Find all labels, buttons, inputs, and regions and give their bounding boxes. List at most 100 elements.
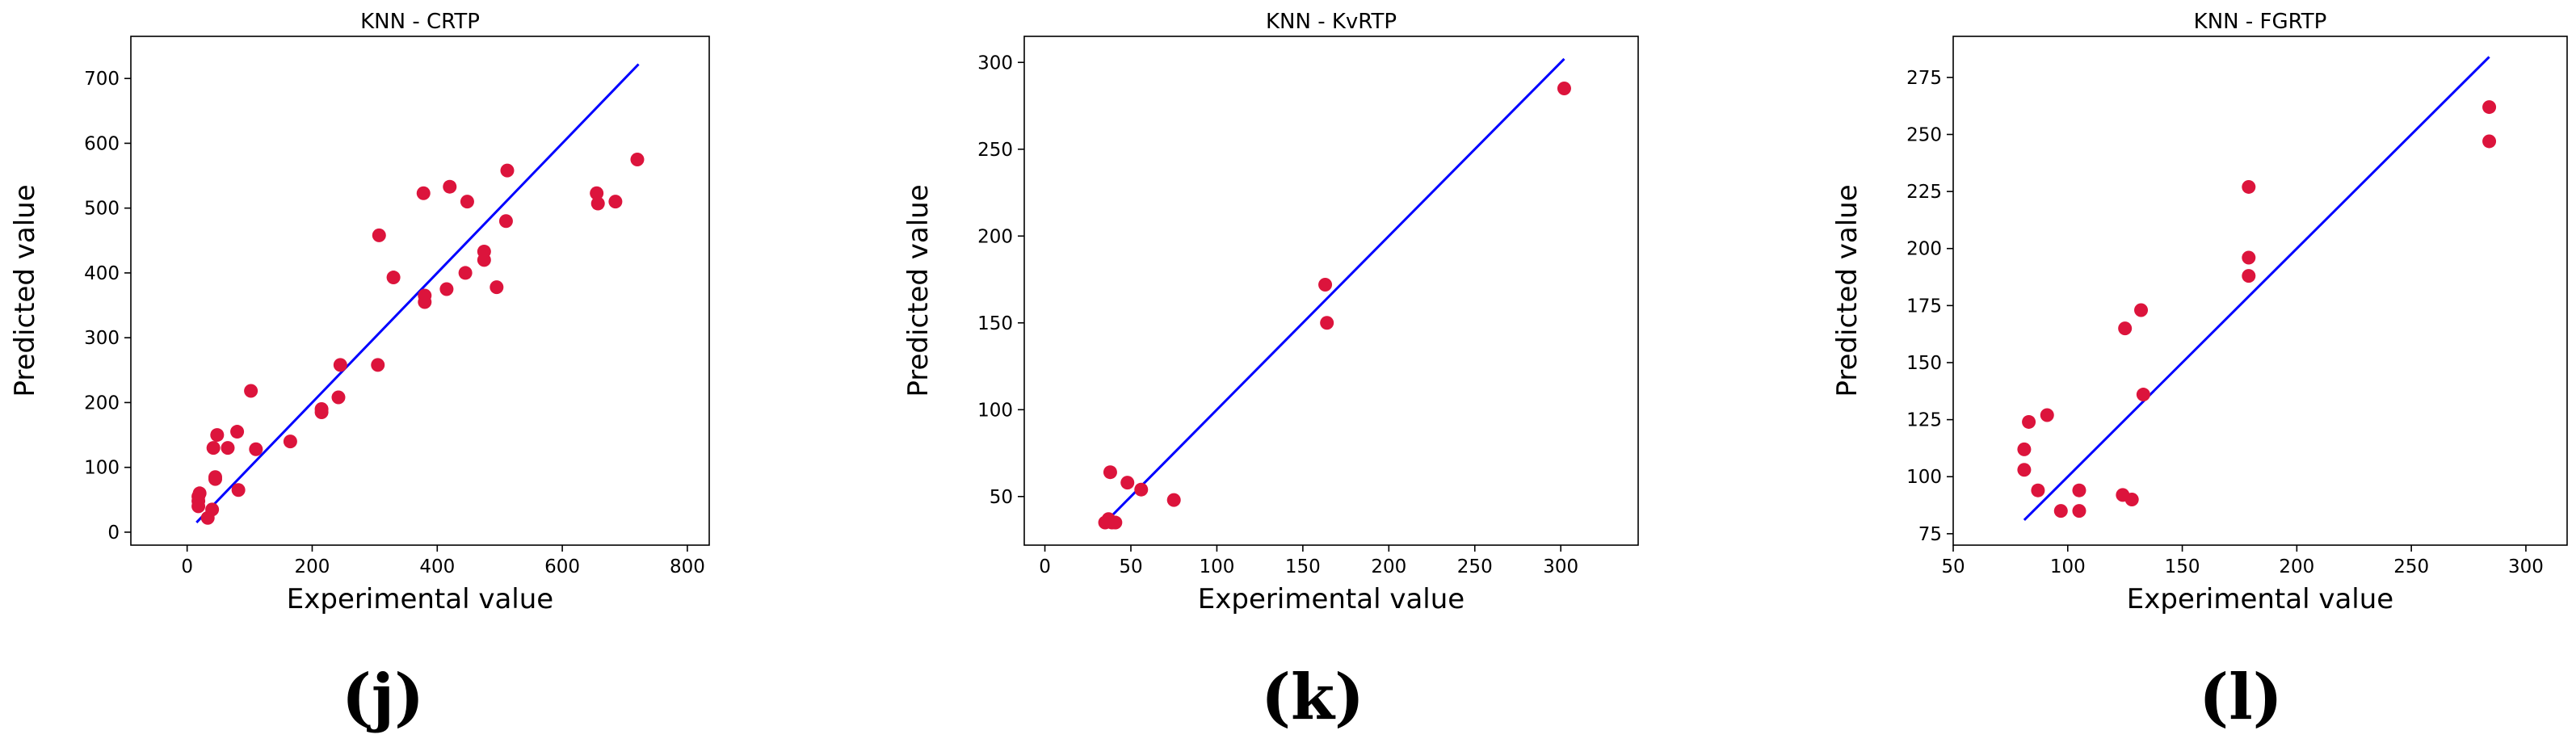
y-tick-label: 125 xyxy=(1906,410,1942,431)
data-point xyxy=(2072,504,2086,518)
data-point xyxy=(230,425,245,439)
y-tick-label: 200 xyxy=(977,226,1013,247)
y-tick-label: 275 xyxy=(1906,68,1942,89)
data-point xyxy=(608,195,623,209)
fit-line xyxy=(2023,56,2490,521)
data-point xyxy=(208,472,222,486)
y-tick-label: 150 xyxy=(1906,353,1942,374)
data-point xyxy=(2072,483,2086,497)
x-tick-label: 300 xyxy=(2508,556,2544,577)
data-point xyxy=(590,186,604,200)
data-point xyxy=(2040,408,2054,422)
data-point xyxy=(2136,388,2150,402)
data-point xyxy=(590,196,605,211)
data-point xyxy=(460,195,474,209)
data-point xyxy=(192,486,207,501)
data-point xyxy=(2482,134,2497,149)
x-tick-label: 200 xyxy=(1371,556,1406,577)
y-axis-label: Predicted value xyxy=(9,184,41,397)
data-point xyxy=(2017,442,2032,456)
x-tick-label: 50 xyxy=(1119,556,1142,577)
data-point xyxy=(283,434,297,449)
fit-line xyxy=(195,63,640,523)
x-tick-label: 0 xyxy=(181,556,193,577)
data-point xyxy=(1320,316,1334,330)
y-axis-label: Predicted value xyxy=(902,184,935,397)
data-point xyxy=(2134,303,2149,317)
data-point xyxy=(372,228,386,242)
data-point xyxy=(2482,100,2497,115)
axes-frame xyxy=(1952,36,2568,546)
y-tick-label: 150 xyxy=(977,313,1013,334)
data-point xyxy=(331,390,346,405)
x-tick-label: 200 xyxy=(295,556,330,577)
data-point xyxy=(1108,515,1123,530)
data-point xyxy=(333,358,347,372)
data-point xyxy=(477,253,491,267)
data-point xyxy=(458,266,473,280)
x-tick-label: 400 xyxy=(419,556,455,577)
data-point xyxy=(2242,269,2256,283)
y-tick-label: 225 xyxy=(1906,182,1942,203)
x-tick-label: 100 xyxy=(2050,556,2086,577)
fit-line xyxy=(1102,57,1565,526)
data-point xyxy=(439,282,454,296)
chart-panel: KNN - KvRTP 0 50 100 150 200 250 300 50 100 150 200… xyxy=(902,10,1639,734)
data-point xyxy=(1318,277,1333,292)
data-point xyxy=(500,163,515,178)
axes-frame xyxy=(130,36,710,546)
y-tick-label: 600 xyxy=(84,133,120,154)
y-tick-label: 175 xyxy=(1906,296,1942,317)
y-tick-label: 50 xyxy=(990,487,1013,508)
data-point xyxy=(2022,414,2036,429)
axes-frame xyxy=(1023,36,1639,546)
x-tick-label: 0 xyxy=(1039,556,1051,577)
x-tick-label: 250 xyxy=(2393,556,2429,577)
data-point xyxy=(1120,476,1135,490)
panel-label: (j) xyxy=(342,661,424,734)
data-point xyxy=(205,502,220,517)
y-tick-label: 100 xyxy=(84,458,120,479)
x-tick-label: 250 xyxy=(1457,556,1493,577)
data-point xyxy=(416,186,431,200)
x-tick-label: 50 xyxy=(1941,556,1965,577)
data-point xyxy=(498,214,513,229)
data-point xyxy=(443,179,457,194)
chart-panel: KNN - CRTP 0 200 400 600 800 0 100 200 300 400 500 6… xyxy=(9,10,710,734)
y-tick-label: 100 xyxy=(977,400,1013,421)
data-point xyxy=(2242,250,2256,265)
data-point xyxy=(249,442,263,456)
chart-panel: KNN - FGRTP 50 100 150 200 250 300 75 100 125 150 1… xyxy=(1831,10,2568,734)
data-point xyxy=(418,295,432,309)
y-tick-label: 200 xyxy=(84,392,120,413)
y-tick-label: 300 xyxy=(977,52,1013,73)
y-tick-label: 300 xyxy=(84,328,120,349)
data-point xyxy=(1557,82,1571,96)
x-tick-label: 800 xyxy=(670,556,705,577)
chart-title: KNN - CRTP xyxy=(360,10,480,34)
data-point xyxy=(244,384,258,398)
x-tick-label: 200 xyxy=(2279,556,2314,577)
x-tick-label: 150 xyxy=(1285,556,1321,577)
data-point xyxy=(630,152,645,166)
chart-title: KNN - KvRTP xyxy=(1266,10,1397,34)
data-point xyxy=(206,441,221,455)
x-tick-label: 100 xyxy=(1199,556,1234,577)
y-tick-label: 500 xyxy=(84,199,120,220)
y-axis-label: Predicted value xyxy=(1831,184,1864,397)
data-point xyxy=(2017,463,2032,477)
x-tick-label: 150 xyxy=(2165,556,2200,577)
data-point xyxy=(2118,321,2133,336)
y-tick-label: 200 xyxy=(1906,239,1942,260)
y-tick-label: 700 xyxy=(84,69,120,90)
data-point xyxy=(2242,179,2256,194)
y-tick-label: 100 xyxy=(1906,467,1942,488)
x-tick-label: 300 xyxy=(1543,556,1578,577)
data-point xyxy=(1134,482,1149,497)
data-point xyxy=(2031,483,2045,497)
data-point xyxy=(210,428,225,443)
y-tick-label: 0 xyxy=(107,523,120,544)
data-point xyxy=(314,401,329,416)
x-axis-label: Experimental value xyxy=(1198,583,1464,615)
